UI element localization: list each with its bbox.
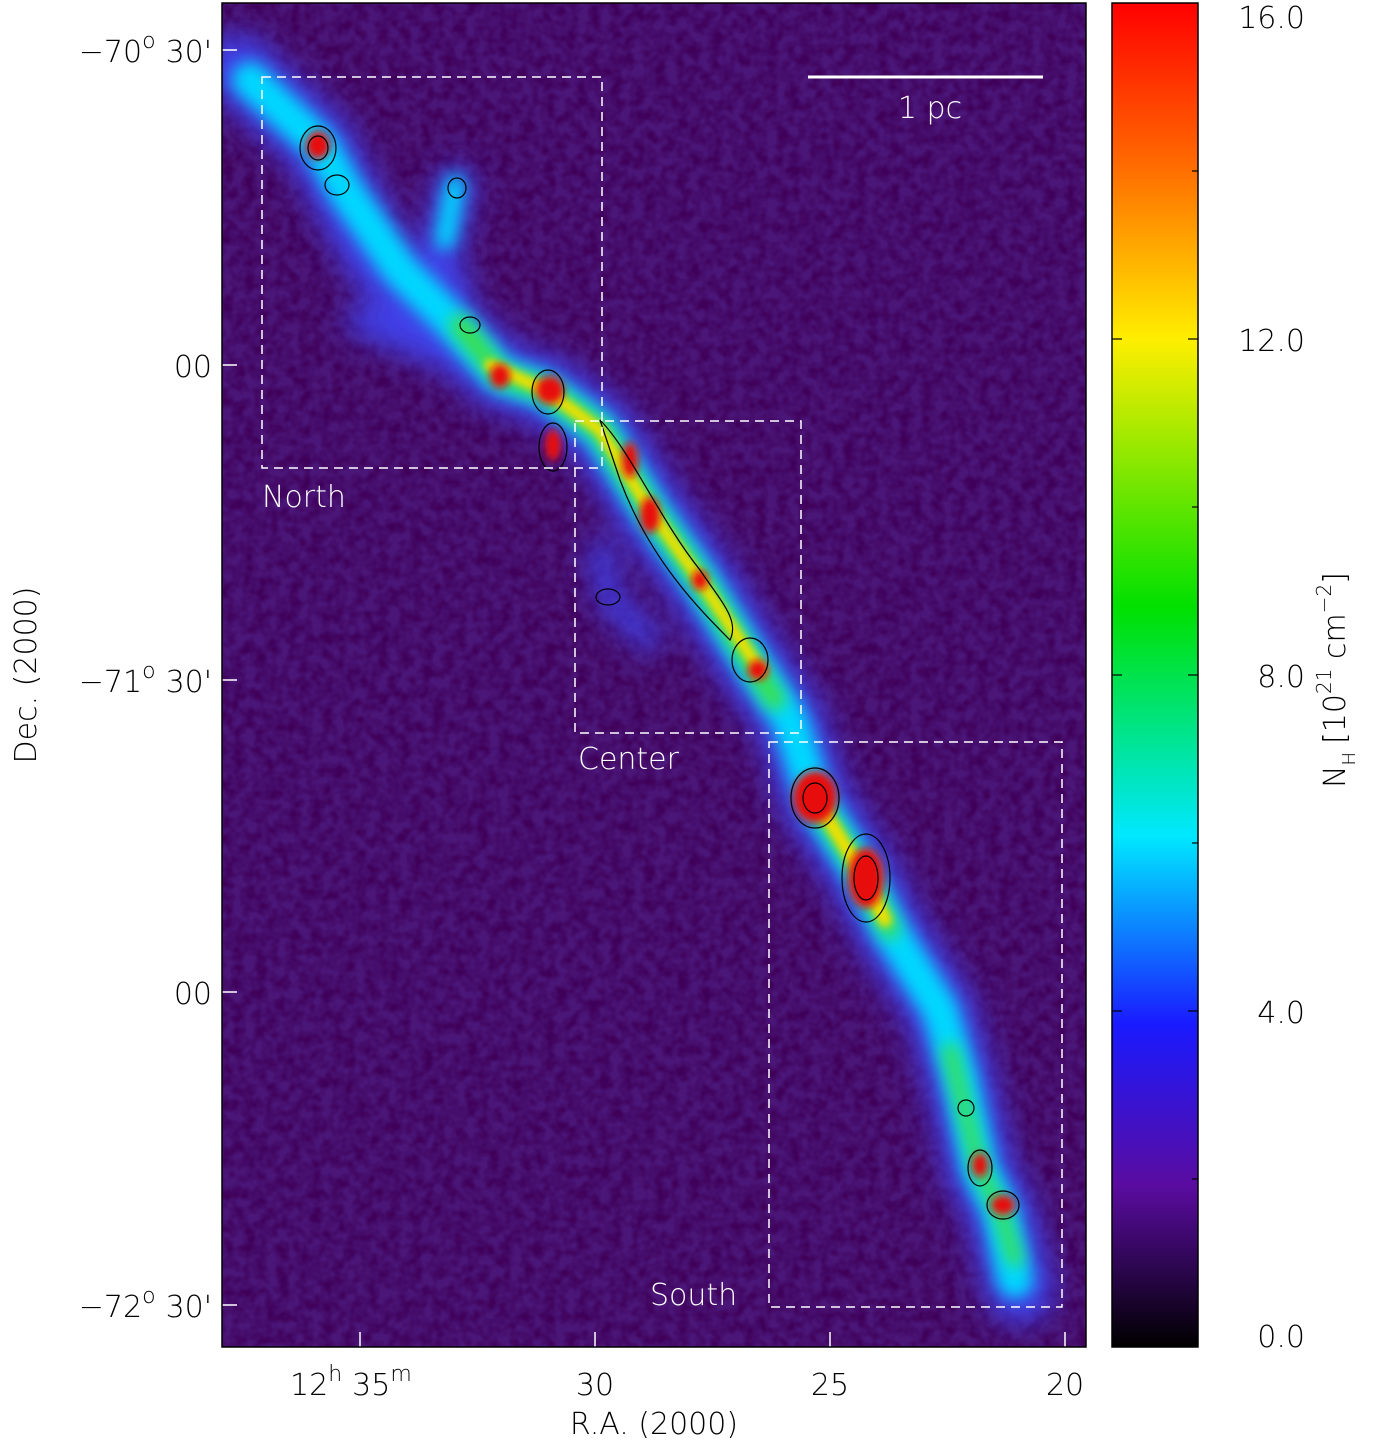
- colorbar: 16.0 12.0 8.0 4.0 0.0 NH[1021 cm−2]: [1111, 1, 1360, 1355]
- x-tick-label: 20: [1046, 1368, 1084, 1403]
- colorbar-tick-label: 12.0: [1238, 324, 1305, 359]
- colorbar-tick-label: 16.0: [1238, 1, 1305, 36]
- colorbar-tick-label: 8.0: [1257, 660, 1305, 695]
- x-tick-label: 12h 35m: [290, 1362, 412, 1403]
- x-tick-label: 25: [811, 1368, 849, 1403]
- x-axis-title: R.A. (2000): [570, 1407, 738, 1442]
- colorbar-tick-label: 0.0: [1257, 1320, 1305, 1355]
- y-tick-label: −72o 30': [79, 1284, 212, 1325]
- y-tick-label: 00: [174, 350, 212, 385]
- annotations: North Center South 1 pc: [262, 91, 962, 1313]
- y-tick-label: 00: [174, 977, 212, 1012]
- region-label: North: [262, 480, 346, 515]
- colorbar-tick-label: 4.0: [1257, 996, 1305, 1031]
- scale-bar-label: 1 pc: [898, 91, 962, 126]
- column-density-map: [222, 3, 1086, 1347]
- region-label: Center: [578, 742, 680, 777]
- y-tick-label: −70o 30': [79, 29, 212, 70]
- y-axis: −70o 30' 00 −71o 30' 00 −72o 30' Dec. (2000…: [9, 29, 212, 1325]
- x-tick-label: 30: [576, 1368, 614, 1403]
- y-tick-label: −71o 30': [79, 659, 212, 700]
- region-label: South: [650, 1278, 737, 1313]
- colorbar-label: NH[1021 cm−2]: [1312, 572, 1360, 788]
- y-axis-title: Dec. (2000): [9, 587, 44, 764]
- x-axis: 12h 35m 30 25 20 R.A. (2000): [290, 1362, 1084, 1442]
